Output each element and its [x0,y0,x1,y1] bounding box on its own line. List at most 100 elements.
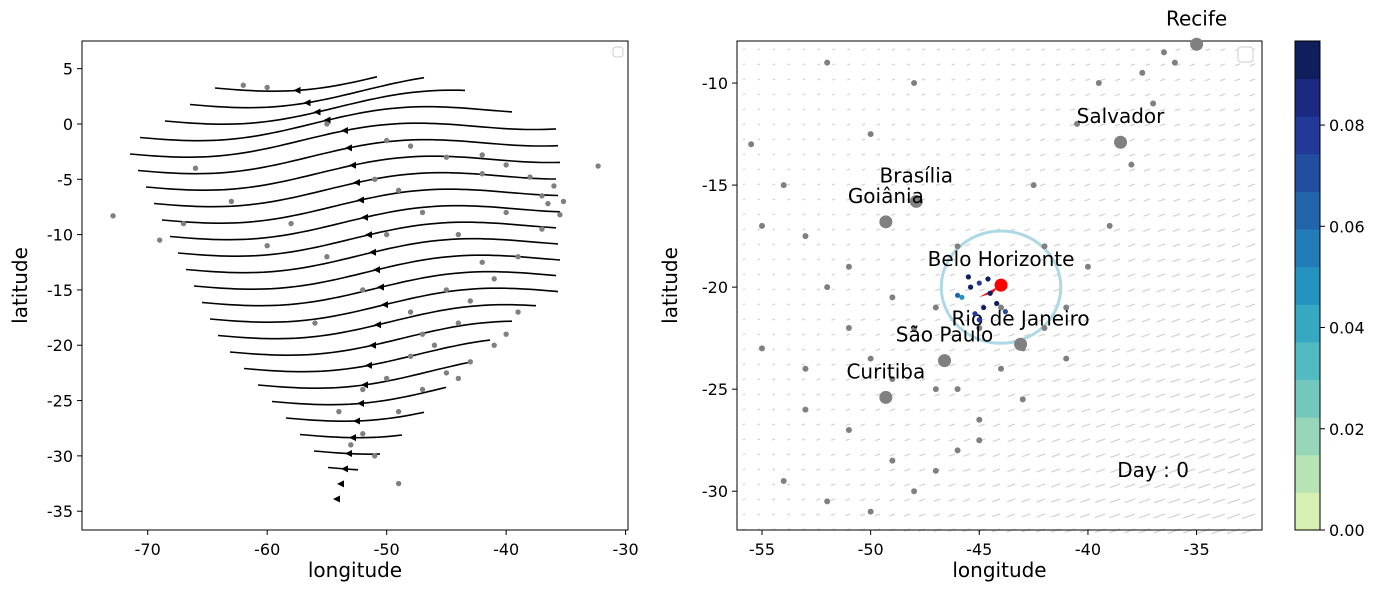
quiver-arrow [1128,183,1136,187]
quiver-arrow [1212,498,1226,504]
quiver-arrow [832,48,836,51]
quiver-arrow [1215,303,1226,308]
quiver-arrow [906,138,911,141]
quiver-arrow [1009,243,1016,247]
quiver-arrow [889,408,896,412]
quiver-arrow [1081,378,1091,383]
quiver-arrow [1113,183,1121,187]
quiver-arrow [1204,108,1211,112]
quiver-arrow [1170,393,1181,398]
quiver-arrow [934,318,941,322]
quiver-arrow [1009,258,1016,262]
quiver-arrow [905,288,911,292]
quiver-arrow [861,93,866,96]
quiver-arrow [1129,138,1136,142]
quiver-arrow [889,513,896,517]
quiver-arrow [1080,468,1091,473]
quiver-arrow [875,423,881,427]
quiver-arrow [816,423,821,426]
quiver-arrow [1126,318,1136,323]
quiver-arrow [816,213,821,216]
stream-arrow [349,161,356,169]
quiver-arrow [772,408,776,411]
quiver-arrow [935,228,941,232]
quiver-arrow [921,108,926,111]
quiver-arrow [802,138,806,141]
quiver-arrow [860,498,866,502]
point [1063,304,1070,311]
quiver-arrow [1243,408,1256,414]
quiver-arrow [1022,408,1031,413]
quiver-arrow [1098,198,1106,202]
case-point [994,300,1000,307]
plot-frame [736,40,1263,531]
quiver-arrow [1065,468,1076,473]
quiver-arrow [1113,198,1121,202]
quiver-arrow [875,273,881,276]
point [180,220,187,227]
quiver-arrow [1053,288,1061,292]
quiver-arrow [817,123,821,126]
quiver-arrow [994,198,1001,202]
quiver-arrow [875,363,881,367]
quiver-arrow [876,108,881,111]
quiver-arrow [1141,363,1151,368]
quiver-arrow [1115,78,1121,82]
quiver-arrow [1036,513,1046,518]
quiver-arrow [1185,363,1196,368]
quiver-arrow [889,438,896,442]
point [455,320,462,326]
point [264,84,270,91]
quiver-arrow [1006,513,1016,518]
quiver-arrow [936,108,941,111]
quiver-arrow [1200,333,1211,338]
quiver-arrow [1171,318,1181,323]
quiver-arrow [933,483,941,487]
quiver-arrow [935,168,941,171]
quiver-arrow [906,168,911,171]
quiver-arrow [846,303,851,306]
quiver-arrow [1054,183,1061,187]
point [240,82,246,88]
point [998,365,1005,372]
quiver-arrow [1050,498,1061,503]
quiver-arrow [919,393,926,397]
quiver-arrow [1085,93,1091,97]
stream-arrow [293,86,301,94]
quiver-arrow [772,123,776,126]
point [932,386,939,393]
quiver-arrow [831,228,836,231]
quiver-arrow [921,48,926,51]
quiver-arrow [1202,183,1211,187]
x-tick-label: -30 [613,540,639,559]
y-tick-label: -25 [47,392,73,411]
quiver-arrow [1114,108,1121,112]
quiver-arrow [831,168,836,171]
quiver-arrow [1174,138,1181,142]
quiver-arrow [1067,378,1076,383]
quiver-arrow [1083,228,1091,232]
quiver-arrow [1213,423,1226,429]
quiver-arrow [801,453,806,456]
quiver-arrow [1187,228,1196,233]
stream-arrow [365,361,372,369]
quiver-arrow [846,258,851,261]
city-label: Rio de Janeiro [952,306,1090,330]
quiver-arrow [992,498,1001,503]
quiver-arrow [980,168,986,172]
quiver-arrow [772,318,776,321]
quiver-arrow [1217,198,1226,203]
y-tick-label: -30 [702,482,728,501]
quiver-arrow [816,303,821,306]
quiver-arrow [1022,438,1031,443]
quiver-arrow [1051,483,1061,488]
quiver-arrow [830,438,836,441]
quiver-arrow [1023,318,1031,322]
quiver-arrow [1008,378,1016,382]
quiver-arrow [995,183,1001,187]
quiver-arrow [1227,453,1241,459]
quiver-arrow [757,498,761,501]
quiver-arrow [816,228,821,231]
point [419,386,426,393]
quiver-arrow [1112,318,1121,323]
